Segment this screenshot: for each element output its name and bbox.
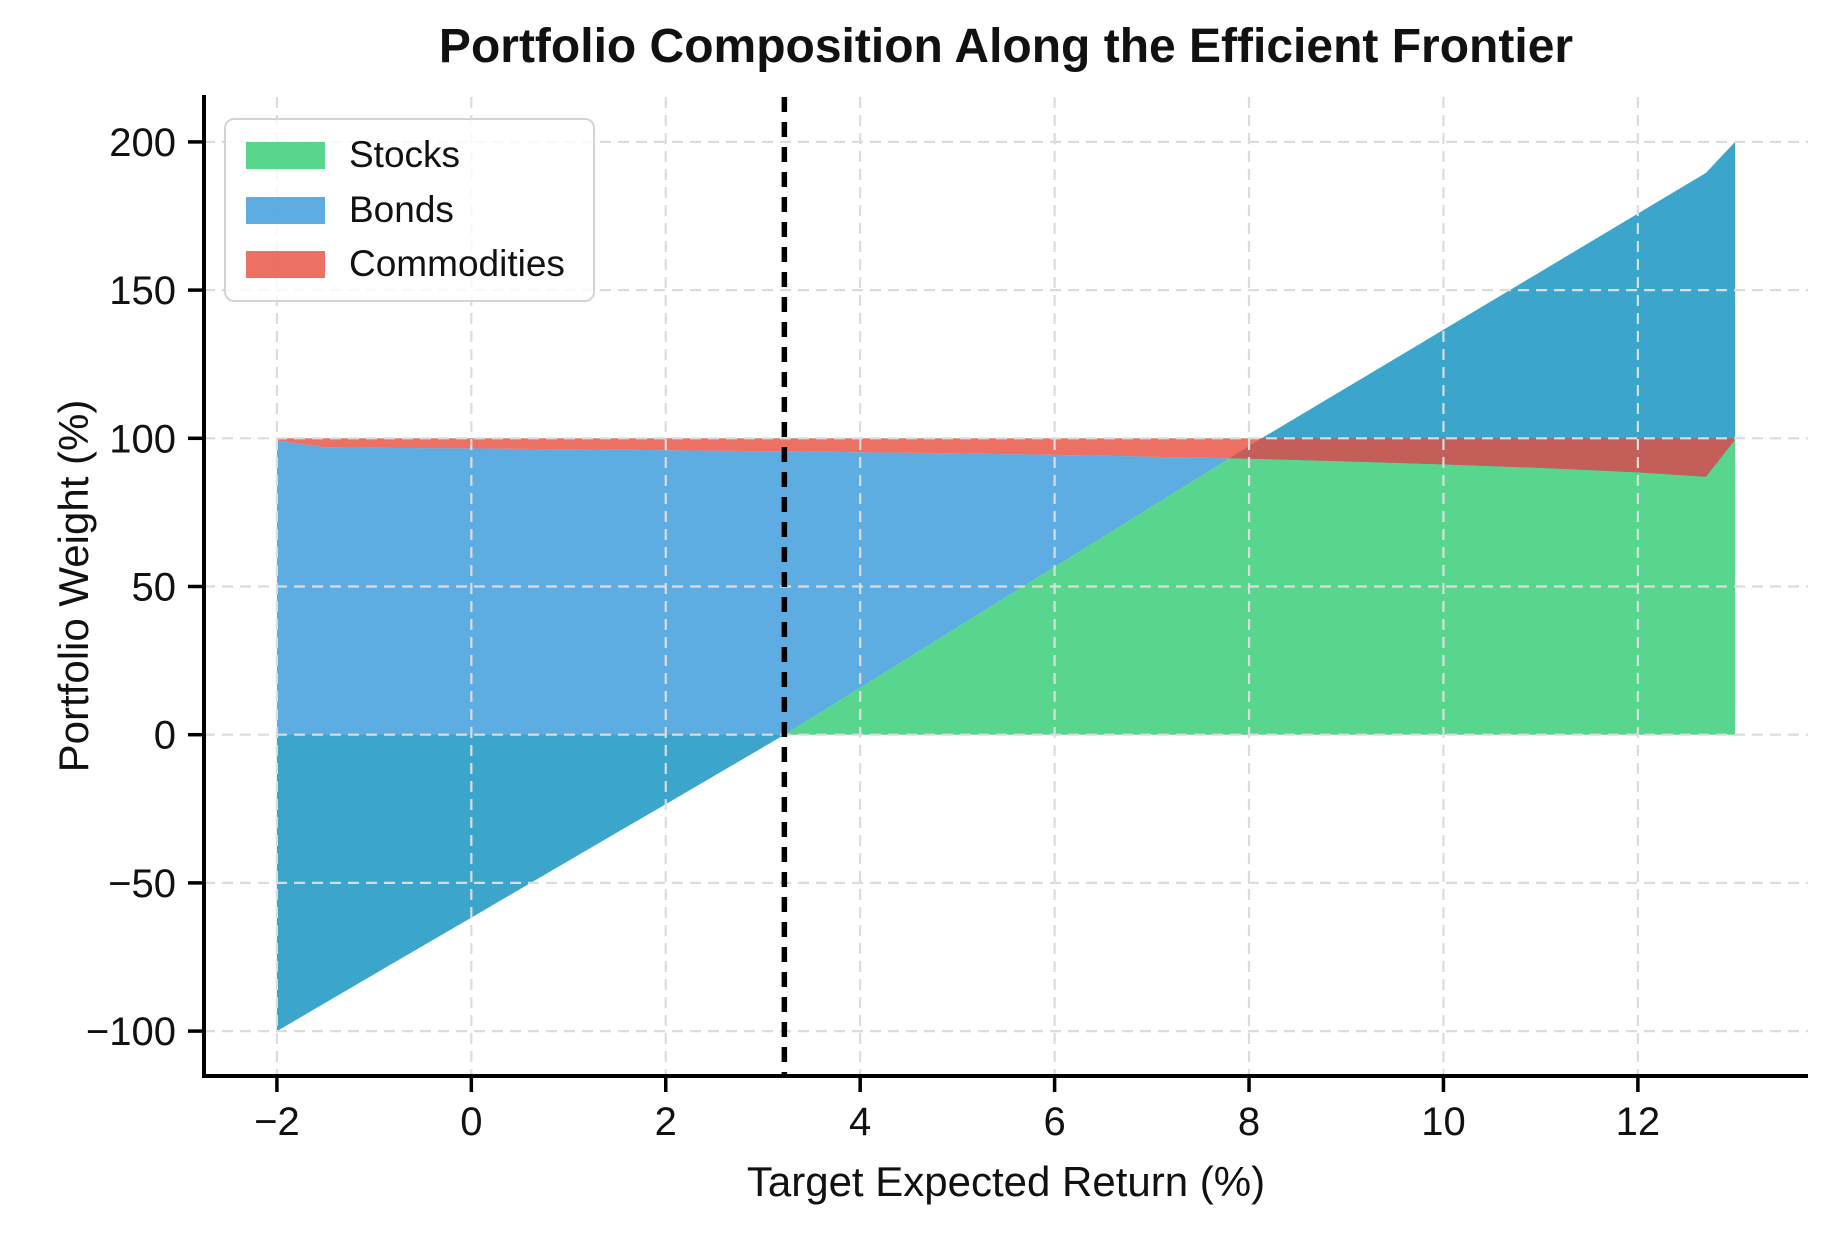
x-tick-label: 6 (1043, 1100, 1065, 1144)
y-tick-label: 50 (132, 566, 177, 610)
y-tick-label: 150 (109, 269, 176, 313)
commodities-swatch-icon (246, 251, 325, 279)
x-axis-label: Target Expected Return (%) (747, 1158, 1265, 1205)
chart-title: Portfolio Composition Along the Efficien… (439, 20, 1573, 73)
x-tick-label: 10 (1421, 1100, 1466, 1144)
x-tick-label: 12 (1616, 1100, 1661, 1144)
legend-label-commodities: Commodities (349, 243, 565, 285)
y-tick-label: −100 (86, 1010, 176, 1054)
x-tick-label: 0 (460, 1100, 482, 1144)
legend-label-bonds: Bonds (349, 188, 454, 230)
area-commodities (276, 438, 1736, 477)
axes-layer: −2 0 2 4 6 8 10 12 −100 −50 0 50 100 150 200 (86, 95, 1808, 1144)
y-tick-label: 200 (109, 121, 176, 165)
y-tick-label: −50 (108, 862, 176, 906)
legend-label-stocks: Stocks (349, 134, 461, 175)
y-tick-label: 100 (109, 417, 176, 461)
y-tick-label: 0 (154, 714, 176, 758)
legend-item-bonds: Bonds (246, 188, 565, 231)
legend-item-commodities: Commodities (246, 244, 565, 285)
y-axis-label: Portfolio Weight (%) (50, 400, 97, 773)
x-tick-label: −2 (254, 1100, 300, 1144)
stocks-swatch-icon (246, 141, 325, 169)
legend: Stocks Bonds Commodities (224, 118, 595, 303)
legend-item-stocks: Stocks (246, 134, 565, 176)
grid-layer (204, 97, 1808, 1076)
x-tick-label: 4 (849, 1100, 871, 1144)
x-tick-label: 2 (655, 1100, 677, 1144)
x-tick-label: 8 (1238, 1100, 1260, 1144)
bonds-swatch-icon (246, 196, 325, 224)
